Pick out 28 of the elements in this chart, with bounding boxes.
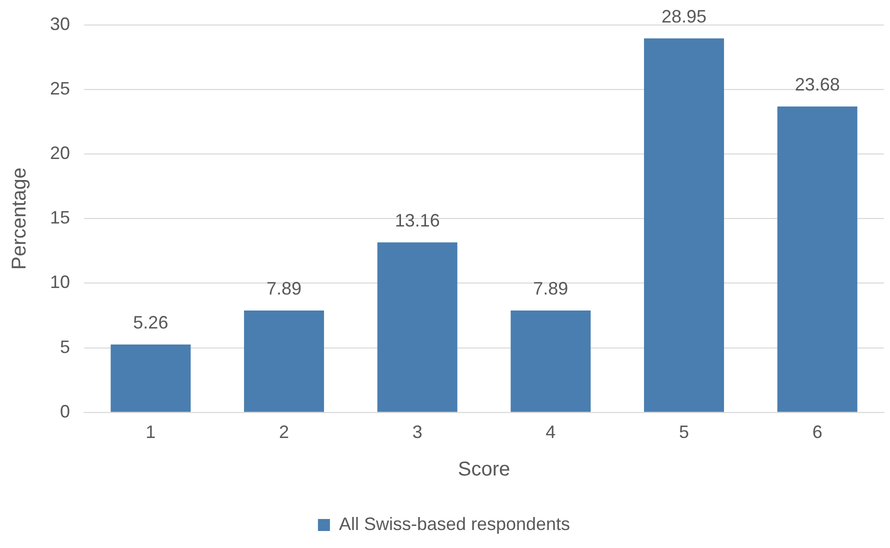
- data-label: 5.26: [133, 312, 168, 332]
- x-tick-label: 3: [412, 422, 422, 442]
- x-tick-label: 6: [812, 422, 822, 442]
- y-tick-label: 0: [60, 401, 70, 422]
- x-tick-label: 1: [146, 422, 156, 442]
- x-tick-label: 2: [279, 422, 290, 442]
- bar: [644, 38, 724, 412]
- y-tick-label: 30: [50, 14, 70, 34]
- y-tick-label: 25: [50, 78, 70, 98]
- y-tick-label: 20: [50, 142, 70, 163]
- bar: [777, 106, 858, 412]
- data-label: 23.68: [794, 74, 840, 94]
- y-tick-label: 5: [60, 336, 70, 357]
- data-label: 7.89: [266, 278, 302, 298]
- x-tick-label: 4: [546, 422, 556, 442]
- data-label: 7.89: [533, 278, 568, 298]
- y-tick-label: 15: [50, 208, 70, 228]
- y-tick-label: 10: [50, 272, 70, 292]
- x-tick-label: 5: [679, 422, 690, 442]
- bar: [510, 310, 591, 412]
- legend-label: All Swiss-based respondents: [338, 514, 570, 534]
- y-axis-title: Percentage: [8, 167, 31, 270]
- bar: [377, 242, 458, 412]
- data-label: 13.16: [394, 210, 440, 230]
- bar: [110, 344, 191, 412]
- data-label: 28.95: [661, 6, 707, 26]
- x-axis-title: Score: [458, 458, 510, 481]
- bar: [244, 310, 324, 412]
